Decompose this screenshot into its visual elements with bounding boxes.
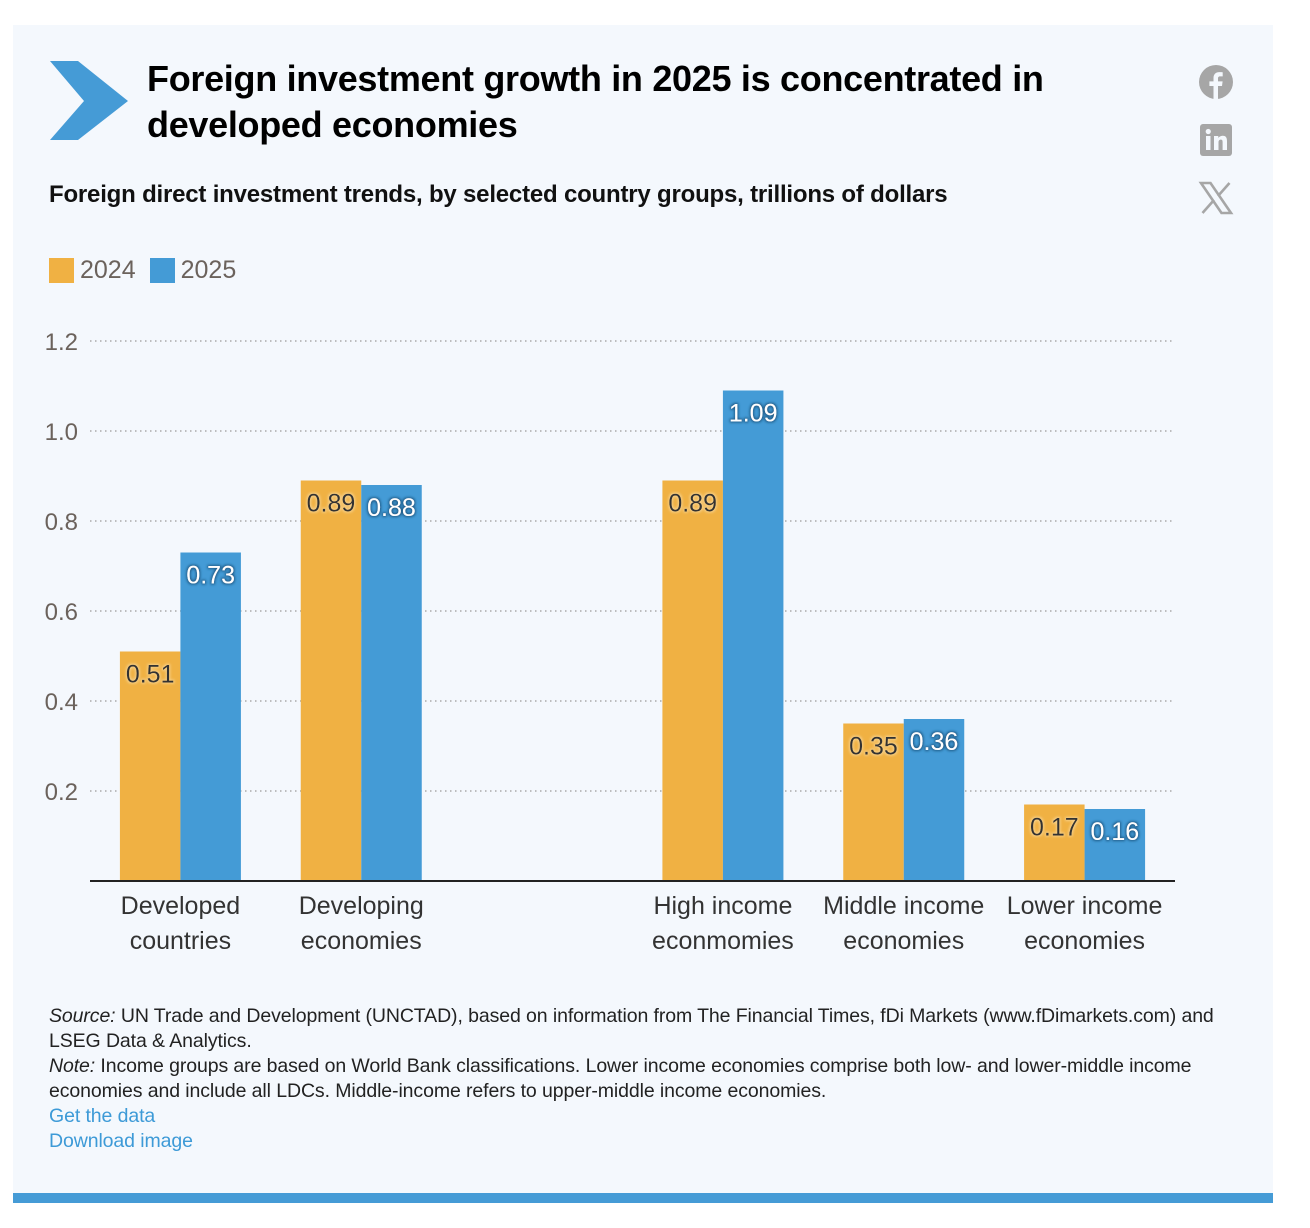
- data-label: 0.17: [1030, 814, 1079, 842]
- x-tick-label: econmomies: [652, 927, 794, 955]
- bar-2024-1[interactable]: [300, 480, 362, 882]
- bar-2025-3[interactable]: [722, 390, 784, 882]
- chevron-right-icon: [50, 61, 128, 140]
- legend-label-2025: 2025: [180, 256, 237, 284]
- facebook-icon[interactable]: [1198, 64, 1234, 100]
- source-note: Source: UN Trade and Development (UNCTAD…: [49, 1004, 1249, 1054]
- legend-swatch-2024: [49, 258, 74, 283]
- chart-title: Foreign investment growth in 2025 is con…: [147, 58, 1044, 145]
- y-tick-label: 0.8: [45, 509, 78, 536]
- y-tick-label: 1.2: [45, 329, 78, 356]
- source-text: UN Trade and Development (UNCTAD), based…: [49, 1005, 1214, 1052]
- bar-2025-5[interactable]: [1084, 809, 1146, 881]
- bottom-accent-bar: [13, 1193, 1273, 1203]
- legend: 2024 2025: [49, 256, 250, 285]
- source-label: Source:: [49, 1005, 116, 1027]
- get-data-link[interactable]: Get the data: [49, 1105, 156, 1127]
- y-tick-label: 1.0: [45, 419, 78, 446]
- data-label: 0.16: [1090, 818, 1139, 846]
- legend-label-2024: 2024: [80, 256, 136, 284]
- bar-2025-0[interactable]: [180, 552, 241, 882]
- y-tick-label: 0.2: [45, 779, 78, 806]
- y-tick-label: 0.4: [45, 689, 78, 716]
- note-label: Note:: [49, 1055, 96, 1077]
- x-tick-label: economies: [1024, 927, 1145, 955]
- x-tick-label: Developed: [121, 892, 241, 920]
- x-tick-label: Lower income: [1007, 892, 1163, 920]
- data-label: 0.89: [668, 490, 717, 518]
- data-label: 0.73: [186, 562, 235, 590]
- legend-item-2025[interactable]: 2025: [149, 256, 237, 285]
- x-tick-label: High income: [653, 892, 792, 920]
- bar-2024-0[interactable]: [119, 651, 181, 882]
- x-tick-label: Middle income: [823, 892, 984, 920]
- x-tick-label: economies: [843, 927, 964, 955]
- methodology-note: Note: Income groups are based on World B…: [49, 1054, 1249, 1104]
- legend-swatch-2025: [149, 258, 175, 283]
- x-tick-label: Developing: [299, 892, 424, 920]
- data-label: 0.51: [126, 661, 175, 689]
- note-text: Income groups are based on World Bank cl…: [49, 1055, 1192, 1102]
- data-label: 0.35: [849, 733, 898, 761]
- bar-2025-1[interactable]: [361, 485, 422, 881]
- data-label: 0.36: [910, 728, 959, 756]
- bar-chart: 0.51 0.73 0.89 0.88 0.89 1.09 0.35 0.36 0.17 0.16…: [45, 329, 1175, 955]
- download-image-link[interactable]: Download image: [49, 1130, 193, 1152]
- data-label: 0.89: [307, 490, 356, 518]
- bar-2024-4[interactable]: [843, 723, 904, 882]
- x-tick-label: economies: [301, 927, 422, 955]
- y-tick-label: 0.6: [45, 599, 78, 626]
- bar-2025-4[interactable]: [903, 719, 965, 881]
- x-icon[interactable]: [1198, 180, 1234, 216]
- data-label: 1.09: [729, 400, 778, 428]
- chart-notes: Source: UN Trade and Development (UNCTAD…: [49, 1004, 1249, 1154]
- legend-item-2024[interactable]: 2024: [49, 256, 136, 285]
- bar-2024-3[interactable]: [662, 480, 723, 882]
- linkedin-icon[interactable]: [1198, 122, 1234, 158]
- bar-2024-5[interactable]: [1024, 804, 1085, 882]
- x-tick-label: countries: [130, 927, 231, 955]
- chart-subtitle: Foreign direct investment trends, by sel…: [49, 181, 948, 208]
- data-label: 0.88: [367, 494, 416, 522]
